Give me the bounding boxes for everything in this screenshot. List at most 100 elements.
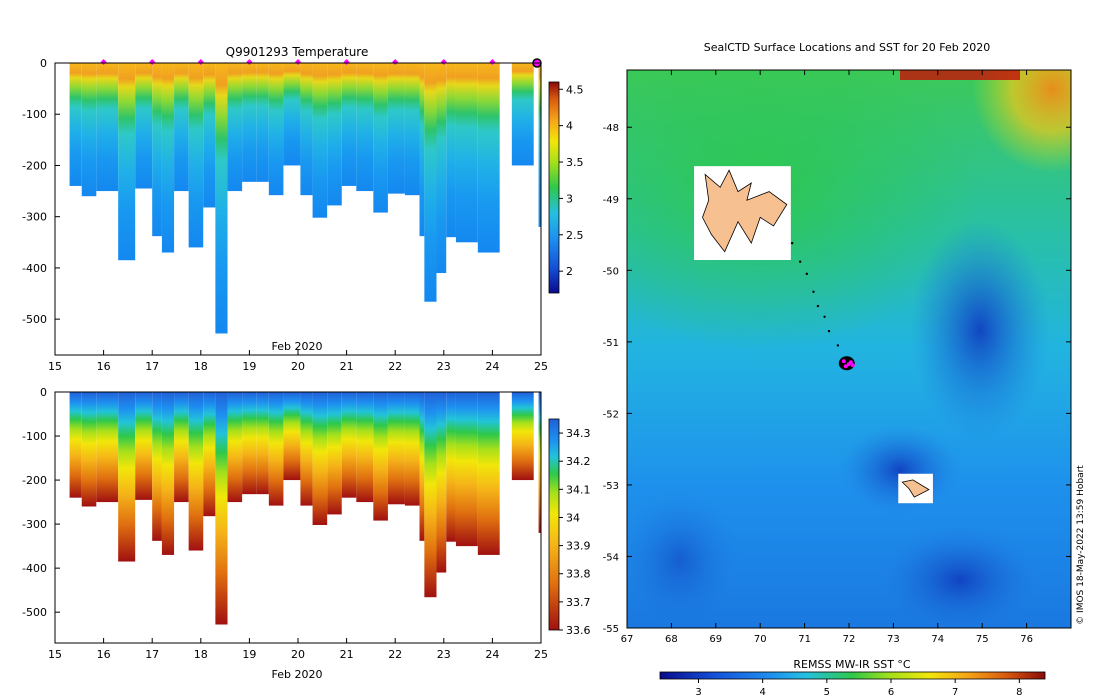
track-cluster-marker bbox=[848, 360, 853, 365]
map-islands bbox=[694, 166, 933, 504]
temp-x-tick-label: 17 bbox=[145, 360, 159, 373]
track-point bbox=[827, 329, 831, 333]
sal-profile-column bbox=[341, 392, 357, 498]
sal-y-tick-label: -300 bbox=[22, 518, 47, 531]
temp-profile-column bbox=[268, 63, 284, 196]
temp-profile-column bbox=[341, 63, 357, 186]
map-x-tick-label: 74 bbox=[931, 634, 944, 645]
map-x-tick-label: 69 bbox=[709, 634, 722, 645]
sal-profile-column bbox=[215, 392, 228, 625]
map-x-tick-label: 68 bbox=[665, 634, 678, 645]
sal-x-tick-label: 23 bbox=[437, 648, 451, 661]
temp-profile-column bbox=[161, 63, 175, 253]
temp-colorbar-tick-label: 4.5 bbox=[566, 83, 584, 96]
sal-profile-column bbox=[477, 392, 500, 555]
sal-x-tick-label: 21 bbox=[340, 648, 354, 661]
map-y-tick-label: -52 bbox=[603, 409, 619, 420]
temp-colorbar-tick-label: 2 bbox=[566, 265, 573, 278]
track-point bbox=[790, 241, 794, 245]
track-point bbox=[816, 304, 820, 308]
sal-x-label: Feb 2020 bbox=[272, 668, 323, 681]
sst-hot-strip bbox=[900, 70, 1020, 80]
sal-profile-column bbox=[511, 392, 534, 481]
temp-x-label: Feb 2020 bbox=[272, 340, 323, 353]
temp-chart-title: Q9901293 Temperature bbox=[226, 45, 369, 59]
sal-profile-column bbox=[455, 392, 478, 547]
sal-profile-column bbox=[538, 392, 541, 533]
sst-cold-eddy-1 bbox=[910, 220, 1050, 440]
temp-profile-column bbox=[373, 63, 388, 213]
sal-profile-column bbox=[268, 392, 284, 506]
temp-profile-column bbox=[477, 63, 500, 253]
temp-profile-column bbox=[96, 63, 119, 192]
temp-profile-column bbox=[69, 63, 82, 186]
sal-profile-column bbox=[283, 392, 301, 481]
track-cluster-marker bbox=[850, 363, 855, 368]
map-x-tick-label: 67 bbox=[621, 634, 634, 645]
temp-profile-column bbox=[312, 63, 328, 218]
sal-profile-column bbox=[356, 392, 374, 503]
sal-profile-column bbox=[300, 392, 313, 506]
sal-y-tick-label: -400 bbox=[22, 562, 47, 575]
map-x-tick-label: 72 bbox=[843, 634, 856, 645]
sal-colorbar-tick-label: 34.3 bbox=[566, 427, 591, 440]
temp-profile-column bbox=[174, 63, 189, 192]
sst-colorbar-tick-label: 4 bbox=[759, 687, 765, 698]
sal-x-tick-label: 22 bbox=[388, 648, 402, 661]
temp-y-tick-label: -300 bbox=[22, 211, 47, 224]
temp-profile-column bbox=[188, 63, 204, 248]
sal-profile-column bbox=[256, 392, 269, 495]
temp-profile-column bbox=[446, 63, 456, 238]
sal-x-tick-label: 16 bbox=[97, 648, 111, 661]
sal-colorbar-tick-label: 34.2 bbox=[566, 455, 591, 468]
map-title: SealCTD Surface Locations and SST for 20… bbox=[704, 41, 991, 54]
temp-x-tick-label: 25 bbox=[534, 360, 548, 373]
temp-colorbar-ticks: 2 2.5 3 3.5 4 4.5 bbox=[559, 83, 584, 278]
sal-colorbar-ticks: 33.6 33.7 33.8 33.9 34 34.1 34.2 34.3 bbox=[559, 427, 591, 637]
temp-x-tick-label: 20 bbox=[291, 360, 305, 373]
sal-profile-column bbox=[174, 392, 189, 503]
sst-colorbar-tick-label: 5 bbox=[824, 687, 830, 698]
sal-profiles bbox=[69, 392, 541, 625]
sal-profile-column bbox=[135, 392, 153, 500]
sal-x-tick-label: 17 bbox=[145, 648, 159, 661]
temp-profile-column bbox=[242, 63, 257, 182]
track-point bbox=[798, 260, 802, 263]
temp-profile-column bbox=[424, 63, 437, 302]
temp-x-tick-label: 24 bbox=[485, 360, 499, 373]
sst-colorbar-tick-label: 8 bbox=[1016, 687, 1022, 698]
temp-x-axis: 15 16 17 18 19 20 21 22 23 24 25 bbox=[48, 350, 548, 373]
map-x-tick-label: 73 bbox=[887, 634, 900, 645]
sal-profile-column bbox=[404, 392, 420, 506]
temp-y-tick-label: -100 bbox=[22, 108, 47, 121]
temp-y-tick-label: -200 bbox=[22, 159, 47, 172]
sal-profile-column bbox=[419, 392, 425, 541]
sal-x-tick-label: 25 bbox=[534, 648, 548, 661]
sst-field bbox=[627, 70, 1071, 628]
temp-colorbar bbox=[548, 81, 560, 294]
sal-profile-column bbox=[312, 392, 328, 525]
sal-x-tick-label: 20 bbox=[291, 648, 305, 661]
sst-cold-eddy-3 bbox=[880, 525, 1040, 628]
map-x-axis: 67 68 69 70 71 72 73 74 75 76 bbox=[621, 70, 1033, 645]
map-x-tick-label: 76 bbox=[1020, 634, 1033, 645]
sst-colorbar-tick-label: 7 bbox=[952, 687, 958, 698]
map-y-tick-label: -55 bbox=[603, 624, 619, 635]
sal-y-tick-label: 0 bbox=[40, 386, 47, 399]
sal-y-axis: 0 -100 -200 -300 -400 -500 bbox=[22, 386, 60, 619]
sal-profile-column bbox=[152, 392, 162, 541]
track-point bbox=[836, 344, 840, 347]
temp-colorbar-tick-label: 3 bbox=[566, 192, 573, 205]
map-y-tick-label: -53 bbox=[603, 481, 619, 492]
temp-profile-column bbox=[227, 63, 243, 192]
sal-profile-column bbox=[242, 392, 257, 495]
temp-y-tick-label: -400 bbox=[22, 262, 47, 275]
map-y-axis: -48 -49 -50 -51 -52 -53 -54 -55 bbox=[603, 123, 1071, 635]
sal-colorbar-tick-label: 34 bbox=[566, 511, 580, 524]
sal-y-tick-label: -500 bbox=[22, 606, 47, 619]
sst-cold-eddy-4 bbox=[627, 490, 740, 628]
temp-colorbar-tick-label: 4 bbox=[566, 120, 573, 133]
sal-colorbar-tick-label: 33.9 bbox=[566, 540, 591, 553]
temp-x-tick-label: 23 bbox=[437, 360, 451, 373]
temp-profile-column bbox=[387, 63, 405, 194]
